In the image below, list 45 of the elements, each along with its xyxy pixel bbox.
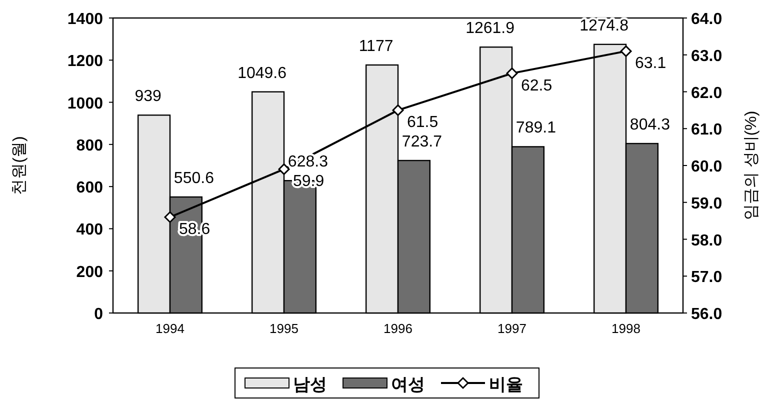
point: [506, 68, 518, 80]
y-tick-label: 800: [76, 137, 104, 154]
data-label: 1177: [358, 38, 394, 55]
y-tick-label: 1400: [67, 11, 104, 28]
legend-label: 여성: [391, 375, 425, 394]
data-label: 723.7: [402, 134, 442, 151]
y2-tick-label: 58.0: [691, 232, 722, 250]
y2-tick-label: 56.0: [691, 306, 722, 323]
data-label: 1049.6: [238, 64, 287, 82]
data-label: 789.1: [516, 120, 556, 137]
legend-label: 남성: [293, 375, 327, 394]
x-tick-label: 1998: [612, 321, 640, 336]
y-tick-label: 600: [76, 180, 104, 197]
y2-tick-label: 62.0: [691, 84, 722, 102]
data-label: 1274.8: [580, 17, 629, 34]
x-tick-label: 1995: [270, 321, 298, 336]
y2-tick-label: 60.0: [691, 158, 722, 176]
y2-tick-label: 64.0: [691, 11, 722, 28]
y2-tick-label: 59.0: [691, 195, 722, 212]
y-tick-label: 400: [76, 222, 104, 239]
data-label: 550.6: [174, 170, 214, 187]
y-axis-title: 천원(월): [11, 136, 28, 195]
y2-tick-label: 61.0: [691, 122, 722, 139]
x-tick-label: 1996: [384, 321, 412, 336]
x-tick-label: 1994: [156, 321, 184, 336]
point: [278, 163, 290, 175]
data-label: 61.5: [407, 114, 438, 132]
data-label: 939: [134, 88, 162, 106]
point: [392, 104, 404, 116]
legend-label: 비율: [489, 375, 523, 394]
data-label: 63.1: [635, 55, 666, 72]
y2-axis-title: 임금의 성비(%): [743, 110, 760, 220]
y-tick-label: 1000: [67, 95, 104, 112]
x-tick-label: 1997: [498, 321, 526, 336]
data-label: 1261.9: [466, 20, 515, 38]
y2-tick-label: 57.0: [691, 269, 722, 286]
y-tick-label: 0: [94, 306, 104, 323]
y-tick-label: 200: [76, 264, 104, 281]
data-label: 804.3: [630, 116, 670, 134]
data-label: 59.9: [293, 173, 324, 190]
point: [620, 45, 632, 57]
data-label: 62.5: [521, 77, 552, 94]
y-tick-label: 1200: [67, 53, 104, 70]
point: [164, 211, 176, 223]
y2-tick-label: 63.0: [691, 48, 722, 65]
